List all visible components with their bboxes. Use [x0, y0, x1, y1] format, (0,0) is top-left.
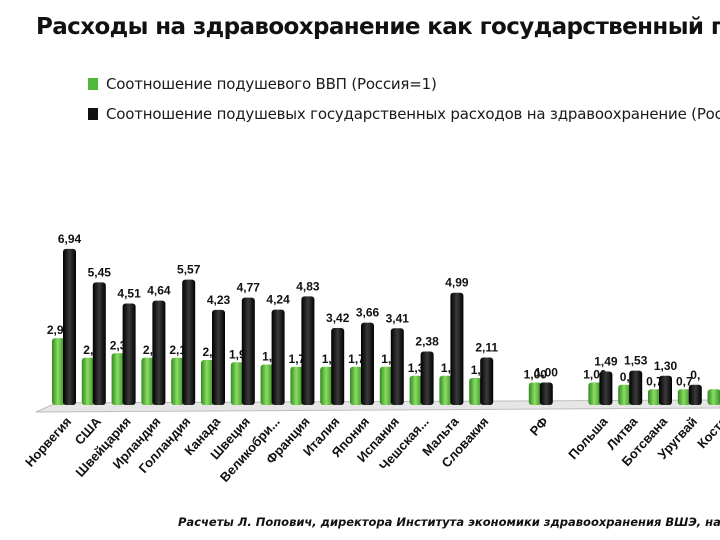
value-label-gdp-4: 2,1: [169, 343, 186, 357]
value-label-gdp-6: 1,9: [229, 347, 246, 361]
value-label-gdp-2: 2,3: [110, 338, 127, 352]
bar-gdp-14: [469, 378, 483, 405]
bar-gdp-4: [171, 357, 185, 405]
bar-gdp-11: [379, 366, 393, 405]
value-label-health-0: 6,94: [58, 232, 82, 246]
x-tick-label-22: Коста: [694, 413, 720, 451]
value-label-gdp-1: 2,: [83, 343, 93, 357]
value-label-gdp-7: 1,: [262, 350, 272, 364]
legend-swatch-gdp: [88, 78, 98, 90]
value-label-health-14: 2,11: [475, 341, 498, 355]
value-label-health-7: 4,24: [266, 293, 290, 307]
legend-item-gdp: Соотношение подушевого ВВП (Россия=1): [88, 72, 720, 96]
value-label-health-4: 5,57: [177, 263, 201, 277]
value-label-health-9: 3,42: [326, 311, 350, 325]
bar-health-21: [688, 384, 702, 405]
value-label-gdp-10: 1,7: [348, 352, 365, 366]
value-label-gdp-20: 0,7: [646, 374, 663, 388]
x-tick-label-18: Польша: [565, 413, 611, 462]
bar-gdp-20: [648, 389, 661, 405]
x-tick-label-16: РФ: [527, 414, 551, 439]
value-label-gdp-9: 1,: [322, 352, 332, 366]
bar-health-5: [212, 309, 225, 405]
source-footnote: Расчеты Л. Попович, директора Института …: [178, 515, 720, 529]
bar-health-12: [420, 351, 434, 405]
bar-gdp-19: [618, 384, 632, 405]
bar-health-18: [599, 371, 613, 405]
bar-gdp-0: [52, 338, 65, 405]
bar-health-13: [450, 292, 464, 405]
bar-health-6: [241, 297, 255, 405]
bar-health-3: [152, 300, 166, 405]
value-label-gdp-8: 1,7: [289, 352, 306, 366]
value-label-gdp-16: 1,00: [524, 368, 548, 382]
legend-swatch-health-spending: [88, 108, 98, 120]
value-label-health-8: 4,83: [296, 279, 320, 293]
bar-gdp-21: [677, 389, 691, 405]
value-label-gdp-13: 1,: [441, 361, 451, 375]
chart-floor: [35, 399, 720, 413]
bar-health-11: [390, 328, 404, 405]
value-label-gdp-21: 0,7: [676, 374, 693, 388]
value-label-gdp-19: 0,: [620, 370, 630, 384]
bar-health-7: [271, 309, 285, 405]
bar-health-9: [331, 328, 345, 405]
bar-health-10: [361, 322, 374, 405]
legend-label-health-spending: Соотношение подушевых государственных ра…: [106, 105, 720, 123]
chart-title: Расходы на здравоохранение как государст…: [36, 14, 720, 40]
bar-gdp-8: [290, 366, 304, 405]
value-label-health-13: 4,99: [445, 276, 469, 290]
x-tick-label-0: Норвегия: [22, 414, 74, 470]
value-label-gdp-12: 1,3: [408, 361, 425, 375]
bar-health-19: [629, 370, 643, 405]
value-label-health-18: 1,49: [594, 354, 618, 368]
bar-gdp-1: [81, 357, 95, 405]
value-label-health-1: 5,45: [88, 265, 112, 279]
bar-gdp-13: [439, 375, 453, 405]
value-label-health-2: 4,51: [117, 287, 141, 301]
value-label-health-16: 1,00: [535, 366, 559, 380]
bar-health-14: [480, 357, 494, 405]
value-label-health-21: 0,: [690, 368, 700, 382]
value-label-gdp-14: 1,: [471, 363, 481, 377]
bar-health-20: [659, 375, 672, 405]
bar-gdp-10: [350, 366, 363, 405]
value-label-health-20: 1,30: [654, 359, 678, 373]
bar-health-1: [92, 282, 106, 405]
value-label-health-10: 3,66: [356, 306, 380, 320]
value-label-health-12: 2,38: [415, 334, 439, 348]
value-label-health-3: 4,64: [147, 284, 171, 298]
bar-health-4: [182, 279, 196, 405]
value-label-health-19: 1,53: [624, 354, 648, 368]
value-label-gdp-5: 2,: [202, 345, 212, 359]
bar-gdp-22: [707, 389, 720, 405]
value-label-gdp-3: 2,: [143, 343, 153, 357]
legend-label-gdp: Соотношение подушевого ВВП (Россия=1): [106, 75, 437, 93]
bar-health-8: [301, 296, 315, 405]
bar-gdp-9: [320, 366, 334, 405]
value-label-health-5: 4,23: [207, 293, 231, 307]
legend-item-health-spending: Соотношение подушевых государственных ра…: [88, 102, 720, 126]
bar-health-2: [122, 303, 136, 405]
bar-gdp-7: [260, 364, 274, 405]
bar-health-16: [539, 382, 553, 405]
bar-gdp-18: [588, 382, 602, 405]
bar-gdp-2: [111, 353, 125, 405]
bar-gdp-3: [141, 357, 155, 405]
value-label-health-6: 4,77: [237, 281, 261, 295]
bar-gdp-12: [409, 375, 423, 405]
value-label-gdp-11: 1,: [381, 352, 391, 366]
bar-chart: 2,976,942,5,452,34,512,4,642,15,572,4,23…: [22, 232, 720, 485]
bar-gdp-16: [528, 382, 542, 405]
bar-gdp-5: [201, 360, 214, 405]
value-label-health-11: 3,41: [386, 311, 410, 325]
bar-gdp-6: [230, 362, 244, 405]
bar-health-0: [63, 248, 76, 405]
chart-legend: Соотношение подушевого ВВП (Россия=1) Со…: [88, 72, 720, 126]
